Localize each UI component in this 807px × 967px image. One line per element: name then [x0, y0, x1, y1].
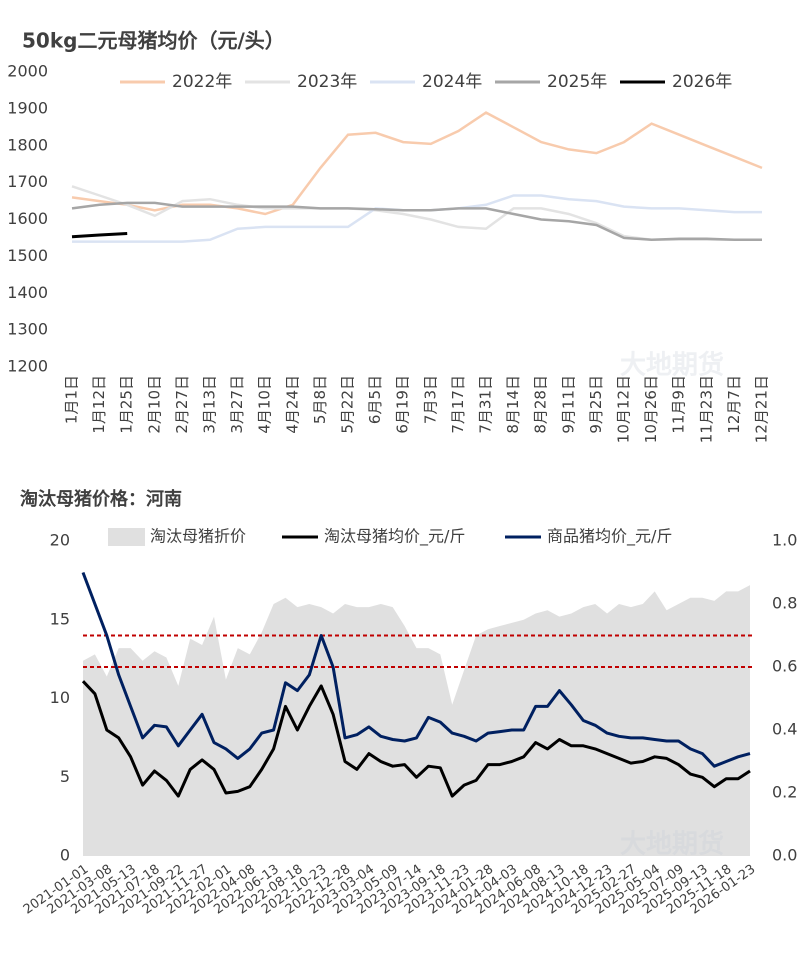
legend-swatch: [108, 528, 145, 546]
y-tick-label: 1700: [7, 172, 48, 191]
y2-tick-label: 0.0: [772, 846, 797, 865]
legend-label: 2024年: [422, 72, 482, 92]
watermark: 大地期货: [620, 829, 724, 860]
x-tick-label: 5月22日: [339, 375, 357, 434]
x-tick-label: 4月24日: [283, 375, 301, 434]
y-tick-label: 2000: [7, 62, 48, 81]
line: [81, 571, 751, 768]
x-tick-label: 7月3日: [421, 375, 439, 424]
x-tick-label: 8月28日: [532, 375, 550, 434]
x-tick-label: 7月31日: [477, 375, 495, 434]
legend-label: 2023年: [297, 72, 357, 92]
line: [71, 232, 128, 239]
x-tick-label: 5月8日: [311, 375, 329, 424]
legend-label: 淘汰母猪折价: [150, 527, 246, 546]
x-tick-label: 12月21日: [753, 375, 771, 443]
y-tick-label: 10: [50, 688, 70, 707]
x-tick-label: 6月5日: [366, 375, 384, 424]
y-tick-label: 15: [50, 609, 70, 628]
x-tick-label: 11月9日: [670, 375, 688, 434]
y-tick-label: 1200: [7, 357, 48, 376]
x-tick-label: 11月23日: [697, 375, 715, 443]
x-tick-label: 7月17日: [449, 375, 467, 434]
y2-tick-label: 0.4: [772, 720, 797, 739]
line: [72, 194, 762, 243]
y-tick-label: 5: [60, 767, 70, 786]
x-tick-label: 10月26日: [642, 375, 660, 443]
y-tick-label: 1900: [7, 98, 48, 117]
line: [81, 680, 751, 798]
x-tick-label: 10月12日: [615, 375, 633, 443]
legend-label: 商品猪均价_元/斤: [547, 527, 672, 547]
x-tick-label: 1月25日: [118, 375, 136, 434]
chart-title: 淘汰母猪价格：河南: [20, 488, 182, 510]
watermark: 大地期货: [620, 350, 724, 381]
y2-tick-label: 0.8: [772, 594, 797, 613]
y-tick-label: 1400: [7, 283, 48, 302]
x-tick-label: 4月10日: [256, 375, 274, 434]
x-tick-label: 1月1日: [63, 375, 81, 424]
x-tick-label: 8月14日: [504, 375, 522, 434]
legend-label: 2026年: [672, 72, 732, 92]
y-tick-label: 1600: [7, 209, 48, 228]
y-tick-label: 1800: [7, 135, 48, 154]
line: [71, 111, 763, 216]
y-tick-label: 0: [60, 846, 70, 865]
y2-tick-label: 0.6: [772, 657, 797, 676]
y-tick-label: 1300: [7, 320, 48, 339]
y-tick-label: 1500: [7, 246, 48, 265]
legend-label: 淘汰母猪均价_元/斤: [324, 527, 465, 547]
y2-tick-label: 0.2: [772, 783, 797, 802]
line: [71, 185, 762, 242]
area: [83, 585, 750, 856]
x-tick-label: 1月12日: [90, 375, 108, 434]
y2-tick-label: 1.0: [772, 531, 797, 550]
legend-label: 2022年: [172, 72, 232, 92]
x-tick-label: 2月10日: [145, 375, 163, 434]
chart-title: 50kg二元母猪均价（元/头）: [22, 29, 285, 53]
y-tick-label: 20: [50, 531, 70, 550]
x-tick-label: 6月19日: [394, 375, 412, 434]
x-tick-label: 3月27日: [228, 375, 246, 434]
x-tick-label: 9月11日: [559, 375, 577, 434]
x-tick-label: 9月25日: [587, 375, 605, 434]
x-tick-label: 12月7日: [725, 375, 743, 434]
x-tick-label: 2月27日: [173, 375, 191, 434]
legend-label: 2025年: [547, 72, 607, 92]
x-tick-label: 3月13日: [201, 375, 219, 434]
line: [71, 201, 762, 242]
